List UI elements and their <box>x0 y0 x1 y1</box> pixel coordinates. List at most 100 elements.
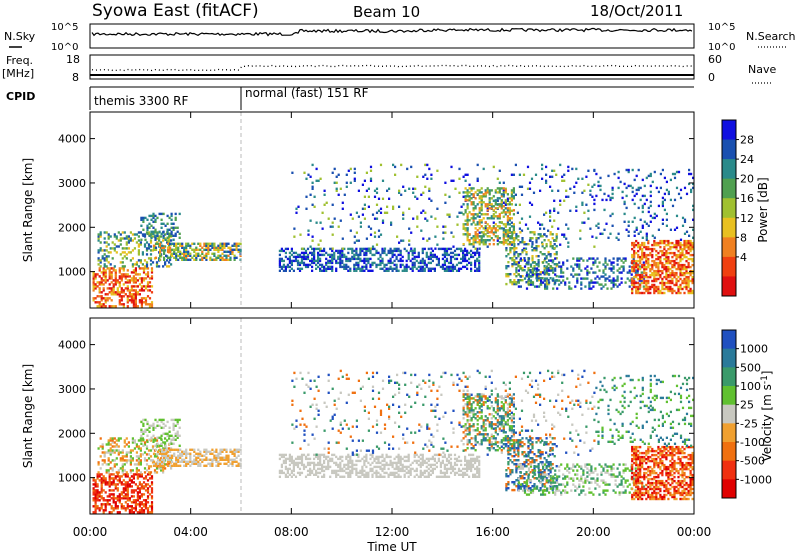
echo-cell <box>423 459 426 463</box>
echo-cell <box>119 467 122 470</box>
echo-cell <box>181 452 184 455</box>
echo-cell <box>423 469 426 473</box>
echo-cell <box>92 493 95 496</box>
echo-cell <box>197 462 200 465</box>
echo-cell <box>113 233 116 236</box>
echo-cell <box>488 191 491 194</box>
echo-cell <box>136 273 139 276</box>
echo-cell <box>371 247 374 251</box>
echo-cell <box>623 182 626 186</box>
echo-cell <box>490 215 493 218</box>
echo-cell <box>103 459 106 462</box>
echo-cell <box>201 454 204 457</box>
echo-cell <box>671 289 674 293</box>
echo-cell <box>99 249 102 252</box>
echo-cell <box>500 199 503 202</box>
echo-cell <box>602 285 605 288</box>
echo-cell <box>594 259 597 262</box>
echo-cell <box>341 261 344 265</box>
echo-cell <box>673 251 676 255</box>
echo-cell <box>321 253 324 257</box>
noise-strip: N.Sky 10^5 10^0 10^5 10^0 N.Search <box>4 22 796 53</box>
echo-cell <box>337 261 340 265</box>
echo-cell <box>631 253 634 257</box>
echo-cell <box>120 267 123 270</box>
echo-cell <box>512 225 515 228</box>
echo-cell <box>560 271 563 274</box>
echo-cell <box>381 251 384 255</box>
echo-cell <box>164 424 167 427</box>
echo-cell <box>128 477 131 480</box>
echo-cell <box>98 495 101 498</box>
echo-cell <box>343 193 346 196</box>
echo-cell <box>524 223 528 226</box>
echo-cell <box>401 269 404 272</box>
echo-cell <box>633 283 636 287</box>
echo-cell <box>349 213 352 216</box>
echo-cell <box>441 265 444 269</box>
echo-cell <box>339 219 342 222</box>
echo-cell <box>347 265 350 269</box>
echo-cell <box>102 499 105 502</box>
echo-cell <box>573 191 576 194</box>
echo-cell <box>379 467 382 471</box>
echo-cell <box>280 463 283 467</box>
echo-cell <box>492 221 495 224</box>
echo-cell <box>132 277 135 280</box>
echo-cell <box>120 493 123 496</box>
echo-cell <box>144 273 148 276</box>
echo-cell <box>107 439 110 442</box>
echo-cell <box>219 248 222 251</box>
echo-cell <box>504 203 507 206</box>
echo-cell <box>223 448 226 451</box>
echo-cell <box>331 267 334 270</box>
echo-cell <box>553 247 556 250</box>
echo-cell <box>685 230 689 233</box>
echo-cell <box>132 293 135 296</box>
echo-cell <box>669 228 672 231</box>
echo-cell <box>635 192 638 196</box>
echo-cell <box>105 255 108 258</box>
echo-cell <box>550 259 553 262</box>
echo-cell <box>361 471 364 475</box>
echo-cell <box>689 257 692 261</box>
echo-cell <box>431 267 434 270</box>
echo-cell <box>530 245 534 248</box>
echo-cell <box>355 247 358 251</box>
colorbar-segment <box>722 198 736 219</box>
echo-cell <box>108 297 111 300</box>
echo-cell <box>101 459 104 462</box>
echo-cell <box>429 261 432 265</box>
echo-cell <box>462 257 465 261</box>
echo-cell <box>339 251 342 255</box>
echo-cell <box>339 255 342 259</box>
echo-cell <box>478 231 481 234</box>
echo-cell <box>515 247 518 250</box>
echo-cell <box>121 449 124 452</box>
echo-cell <box>341 247 344 250</box>
echo-cell <box>685 281 688 285</box>
echo-cell <box>333 217 336 220</box>
echo-cell <box>321 249 324 253</box>
echo-cell <box>545 257 548 260</box>
echo-cell <box>555 237 558 240</box>
echo-cell <box>669 245 672 249</box>
echo-cell <box>385 471 388 475</box>
echo-cell <box>278 469 281 473</box>
echo-cell <box>148 426 151 429</box>
echo-cell <box>407 459 410 463</box>
echo-cell <box>302 257 306 261</box>
echo-cell <box>168 442 171 445</box>
echo-cell <box>217 452 220 455</box>
echo-cell <box>448 195 451 198</box>
echo-cell <box>462 243 465 246</box>
echo-cell <box>505 273 508 276</box>
echo-cell <box>383 211 387 214</box>
echo-cell <box>137 259 140 262</box>
echo-cell <box>453 267 457 270</box>
echo-cell <box>130 287 133 290</box>
echo-cell <box>635 285 638 289</box>
echo-cell <box>96 493 99 496</box>
echo-cell <box>657 190 660 194</box>
echo-cell <box>108 483 111 486</box>
